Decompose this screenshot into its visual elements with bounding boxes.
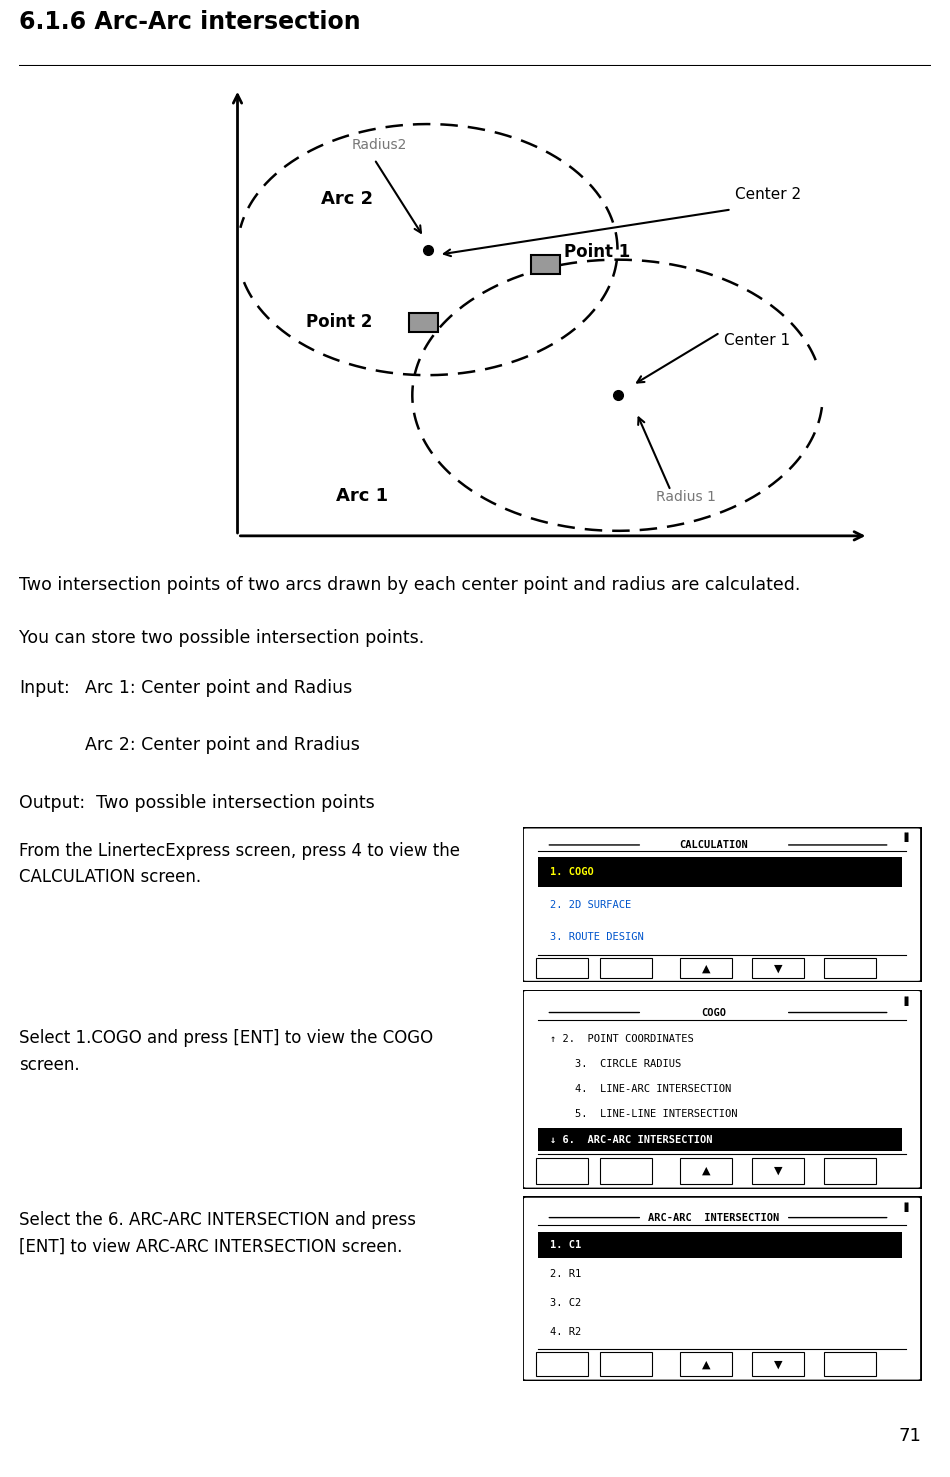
Text: Radius 1: Radius 1 <box>656 490 715 504</box>
FancyBboxPatch shape <box>522 990 922 1189</box>
FancyBboxPatch shape <box>600 1353 652 1377</box>
Text: Point 1: Point 1 <box>564 244 631 261</box>
Text: CALCULATION: CALCULATION <box>679 840 749 849</box>
Text: Center 1: Center 1 <box>724 332 790 349</box>
Text: Select 1.COGO and press [ENT] to view the COGO
screen.: Select 1.COGO and press [ENT] to view th… <box>19 1029 433 1074</box>
FancyBboxPatch shape <box>600 1158 652 1185</box>
FancyBboxPatch shape <box>824 1353 876 1377</box>
Text: 6.1.6 Arc-Arc intersection: 6.1.6 Arc-Arc intersection <box>19 10 361 34</box>
Text: ▲: ▲ <box>702 963 711 973</box>
Text: Select the 6. ARC-ARC INTERSECTION and press
[ENT] to view ARC-ARC INTERSECTION : Select the 6. ARC-ARC INTERSECTION and p… <box>19 1211 416 1255</box>
Text: ↓ 6.  ARC-ARC INTERSECTION: ↓ 6. ARC-ARC INTERSECTION <box>550 1134 712 1145</box>
Text: Output:  Two possible intersection points: Output: Two possible intersection points <box>19 795 374 812</box>
Text: 71: 71 <box>899 1427 922 1445</box>
Text: ▐▌: ▐▌ <box>902 1202 911 1213</box>
Text: 2. R1: 2. R1 <box>550 1269 581 1279</box>
FancyBboxPatch shape <box>539 1128 902 1151</box>
FancyBboxPatch shape <box>680 959 732 978</box>
FancyBboxPatch shape <box>537 1158 588 1185</box>
Text: ▼: ▼ <box>773 1165 782 1176</box>
Text: ARC-ARC  INTERSECTION: ARC-ARC INTERSECTION <box>649 1213 780 1223</box>
FancyBboxPatch shape <box>824 959 876 978</box>
Text: COGO: COGO <box>701 1007 727 1018</box>
Text: ▲: ▲ <box>702 1359 711 1369</box>
FancyBboxPatch shape <box>680 1353 732 1377</box>
Text: ▼: ▼ <box>773 963 782 973</box>
FancyBboxPatch shape <box>537 1353 588 1377</box>
Text: ↑ 2.  POINT COORDINATES: ↑ 2. POINT COORDINATES <box>550 1034 694 1044</box>
Text: Point 2: Point 2 <box>306 313 372 331</box>
FancyBboxPatch shape <box>409 313 438 332</box>
Text: 2. 2D SURFACE: 2. 2D SURFACE <box>550 899 632 910</box>
Text: Arc 2: Arc 2 <box>321 191 373 208</box>
Text: Center 2: Center 2 <box>735 188 802 202</box>
FancyBboxPatch shape <box>537 959 588 978</box>
Text: From the LinertecExpress screen, press 4 to view the
CALCULATION screen.: From the LinertecExpress screen, press 4… <box>19 842 460 886</box>
FancyBboxPatch shape <box>752 959 804 978</box>
Text: Radius2: Radius2 <box>352 139 407 152</box>
Text: You can store two possible intersection points.: You can store two possible intersection … <box>19 629 425 647</box>
Text: Two intersection points of two arcs drawn by each center point and radius are ca: Two intersection points of two arcs draw… <box>19 576 800 594</box>
Text: Input:: Input: <box>19 679 69 697</box>
Text: 1. C1: 1. C1 <box>550 1241 581 1250</box>
FancyBboxPatch shape <box>539 858 902 886</box>
Text: 5.  LINE-LINE INTERSECTION: 5. LINE-LINE INTERSECTION <box>550 1109 738 1120</box>
FancyBboxPatch shape <box>824 1158 876 1185</box>
Text: ▐▌: ▐▌ <box>902 833 911 842</box>
Text: Arc 2: Center point and Rradius: Arc 2: Center point and Rradius <box>85 736 359 753</box>
Text: ▐▌: ▐▌ <box>902 997 911 1006</box>
Text: ▲: ▲ <box>702 1165 711 1176</box>
FancyBboxPatch shape <box>531 256 560 275</box>
Text: 3. C2: 3. C2 <box>550 1298 581 1309</box>
Text: 4.  LINE-ARC INTERSECTION: 4. LINE-ARC INTERSECTION <box>550 1084 732 1094</box>
Text: 4. R2: 4. R2 <box>550 1328 581 1337</box>
FancyBboxPatch shape <box>522 1196 922 1381</box>
Text: Arc 1: Center point and Radius: Arc 1: Center point and Radius <box>85 679 352 697</box>
FancyBboxPatch shape <box>522 827 922 982</box>
FancyBboxPatch shape <box>752 1353 804 1377</box>
Text: ▼: ▼ <box>773 1359 782 1369</box>
FancyBboxPatch shape <box>539 1232 902 1258</box>
FancyBboxPatch shape <box>680 1158 732 1185</box>
Text: 3.  CIRCLE RADIUS: 3. CIRCLE RADIUS <box>550 1059 682 1069</box>
Text: Arc 1: Arc 1 <box>336 487 389 505</box>
FancyBboxPatch shape <box>752 1158 804 1185</box>
Text: 3. ROUTE DESIGN: 3. ROUTE DESIGN <box>550 932 644 942</box>
Text: 1. COGO: 1. COGO <box>550 867 594 877</box>
FancyBboxPatch shape <box>600 959 652 978</box>
